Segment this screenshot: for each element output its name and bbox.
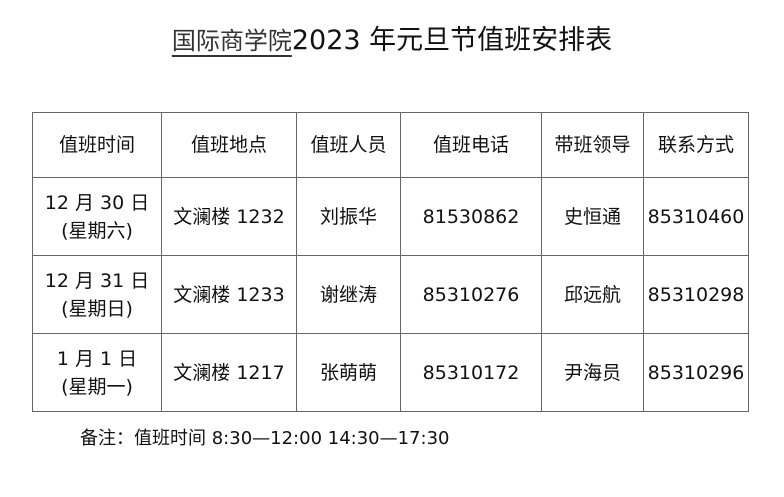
header-cell: 值班人员: [296, 112, 401, 178]
phone-cell: 85310172: [400, 333, 542, 412]
page-title: 国际商学院2023 年元旦节值班安排表: [0, 18, 784, 57]
table-row: 12 月 30 日 (星期六) 文澜楼 1232 刘振华 81530862 史恒通…: [32, 177, 749, 256]
date: 1 月 1 日: [56, 347, 138, 370]
school-name: 国际商学院: [171, 27, 292, 55]
contact-cell: 85310460: [643, 177, 749, 256]
place-cell: 文澜楼 1217: [161, 333, 297, 412]
weekday: (星期六): [61, 219, 133, 242]
date: 12 月 31 日: [44, 269, 150, 292]
date-cell: 1 月 1 日 (星期一): [32, 333, 162, 412]
leader-cell: 史恒通: [541, 177, 644, 256]
title-text: 2023 年元旦节值班安排表: [291, 25, 613, 56]
duty-schedule-table: 值班时间 值班地点 值班人员 值班电话 带班领导 联系方式 12 月 30 日 (…: [32, 112, 749, 412]
staff-cell: 刘振华: [296, 177, 401, 256]
phone-cell: 85310276: [400, 255, 542, 334]
contact-cell: 85310296: [643, 333, 749, 412]
header-cell: 值班电话: [400, 112, 542, 178]
contact-cell: 85310298: [643, 255, 749, 334]
staff-cell: 谢继涛: [296, 255, 401, 334]
weekday: (星期一): [61, 375, 133, 398]
header-cell: 值班时间: [32, 112, 162, 178]
date-cell: 12 月 31 日 (星期日): [32, 255, 162, 334]
table-row: 12 月 31 日 (星期日) 文澜楼 1233 谢继涛 85310276 邱远航…: [32, 255, 749, 334]
date: 12 月 30 日: [44, 191, 150, 214]
table-row: 1 月 1 日 (星期一) 文澜楼 1217 张萌萌 85310172 尹海员 8…: [32, 333, 749, 412]
place-cell: 文澜楼 1232: [161, 177, 297, 256]
staff-cell: 张萌萌: [296, 333, 401, 412]
footnote: 备注：值班时间 8:30—12:00 14:30—17:30: [80, 428, 450, 449]
weekday: (星期日): [61, 297, 133, 320]
header-cell: 联系方式: [643, 112, 749, 178]
phone-cell: 81530862: [400, 177, 542, 256]
date-cell: 12 月 30 日 (星期六): [32, 177, 162, 256]
header-cell: 值班地点: [161, 112, 297, 178]
place-cell: 文澜楼 1233: [161, 255, 297, 334]
leader-cell: 尹海员: [541, 333, 644, 412]
header-row: 值班时间 值班地点 值班人员 值班电话 带班领导 联系方式: [32, 112, 749, 178]
header-cell: 带班领导: [541, 112, 644, 178]
leader-cell: 邱远航: [541, 255, 644, 334]
